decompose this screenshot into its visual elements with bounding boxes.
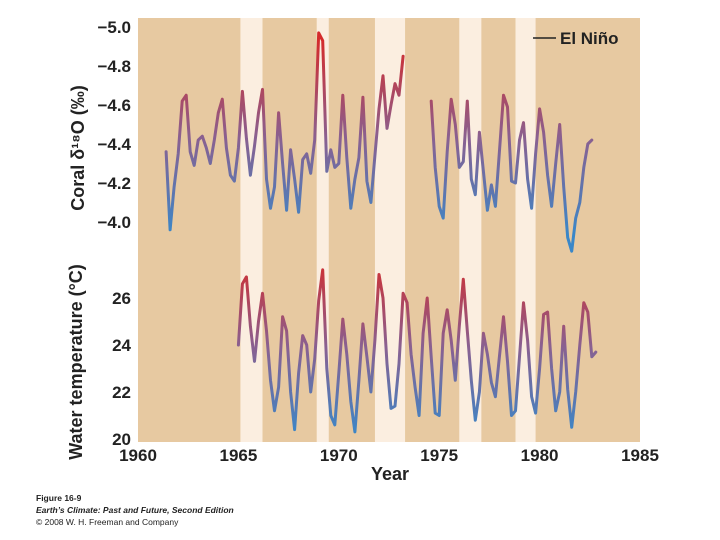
coral-y-tick-label: −4.4: [97, 135, 131, 154]
el-nino-band-1: [240, 18, 263, 442]
coral-series-line-2: [429, 93, 594, 253]
caption-book: Earth’s Climate: Past and Future, Second…: [36, 505, 234, 515]
coral-y-tick-label: −4.2: [97, 174, 131, 193]
legend-label: El Niño: [560, 29, 619, 48]
coral-y-tick-label: −4.6: [97, 96, 131, 115]
coral-y-axis-title: Coral δ¹⁸O (‰): [68, 85, 88, 210]
x-tick-label: 1985: [621, 446, 659, 465]
x-tick-label: 1975: [420, 446, 458, 465]
temperature-y-tick-label: 22: [112, 383, 131, 402]
x-tick-label: 1980: [521, 446, 559, 465]
caption-copyright: © 2008 W. H. Freeman and Company: [36, 517, 179, 527]
temperature-series-line-1: [236, 268, 598, 434]
x-tick-label: 1965: [219, 446, 257, 465]
year-x-ticks: 1960 1965 1970 1975 1980 1985: [119, 446, 659, 465]
coral-y-tick-label: −5.0: [97, 18, 131, 37]
temperature-y-axis-title: Water temperature (°C): [66, 264, 86, 460]
temperature-y-tick-label: 20: [112, 430, 131, 449]
x-axis-title: Year: [371, 464, 409, 484]
x-tick-label: 1970: [320, 446, 358, 465]
temperature-y-tick-label: 26: [112, 289, 131, 308]
series-lines: [164, 31, 598, 434]
x-tick-label: 1960: [119, 446, 157, 465]
temperature-y-tick-label: 24: [112, 336, 131, 355]
coral-y-tick-label: −4.8: [97, 57, 131, 76]
coral-series-line-1: [164, 31, 405, 232]
coral-y-tick-label: −4.0: [97, 213, 131, 232]
coral-y-ticks: −5.0 −4.8 −4.6 −4.4 −4.2 −4.0: [97, 18, 131, 232]
temperature-y-ticks: 20 22 24 26: [112, 289, 131, 449]
caption-figure: Figure 16-9: [36, 493, 82, 503]
